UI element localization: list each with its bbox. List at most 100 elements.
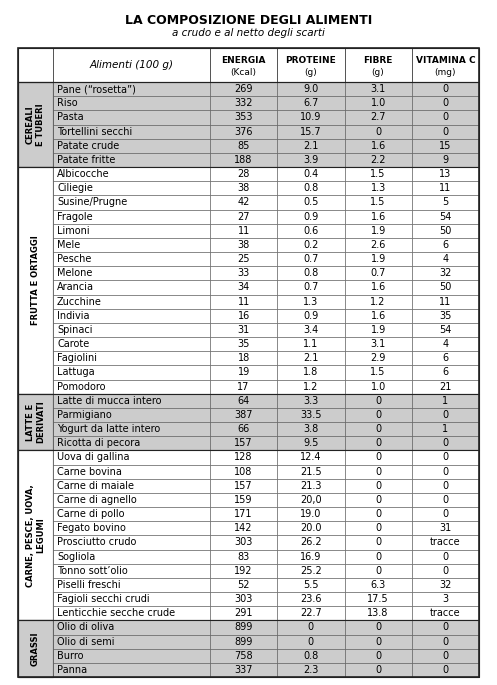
Bar (210, 394, 277, 408)
Text: 1.3: 1.3 (370, 184, 386, 193)
Text: 18: 18 (238, 353, 250, 363)
Text: 1.6: 1.6 (370, 282, 386, 292)
Text: 22.7: 22.7 (300, 608, 322, 619)
Text: 899: 899 (235, 623, 253, 632)
Text: 12.4: 12.4 (300, 452, 322, 462)
Text: a crudo e al netto degli scarti: a crudo e al netto degli scarti (172, 28, 325, 38)
Text: 899: 899 (235, 636, 253, 647)
Text: Panna: Panna (57, 665, 87, 675)
Text: 188: 188 (235, 155, 253, 165)
Text: Limoni: Limoni (57, 226, 89, 236)
Bar (53, 82, 210, 96)
Bar (412, 450, 479, 464)
Bar (277, 210, 344, 224)
Bar (344, 649, 412, 663)
Bar (344, 138, 412, 153)
Text: 0: 0 (375, 495, 381, 505)
Text: 50: 50 (439, 282, 452, 292)
Text: 0: 0 (442, 495, 448, 505)
Text: 0: 0 (375, 623, 381, 632)
Bar (412, 181, 479, 195)
Text: 3.1: 3.1 (370, 339, 386, 349)
Text: 1: 1 (442, 424, 448, 434)
Bar (412, 408, 479, 422)
Bar (277, 96, 344, 110)
Bar (277, 138, 344, 153)
Bar (210, 309, 277, 323)
Text: tracce: tracce (430, 608, 461, 619)
Bar (210, 48, 277, 82)
Text: 0: 0 (442, 84, 448, 94)
Bar (412, 323, 479, 337)
Text: PROTEINE: PROTEINE (285, 55, 336, 64)
Bar (210, 408, 277, 422)
Bar (344, 82, 412, 96)
Bar (53, 181, 210, 195)
Text: 15: 15 (439, 140, 452, 151)
Bar (277, 408, 344, 422)
Text: Pomodoro: Pomodoro (57, 382, 105, 392)
Text: 0: 0 (375, 665, 381, 675)
Text: 269: 269 (235, 84, 253, 94)
Bar (210, 110, 277, 125)
Bar (412, 153, 479, 167)
Bar (412, 210, 479, 224)
Bar (344, 167, 412, 181)
Text: Lattuga: Lattuga (57, 367, 94, 377)
Bar (53, 464, 210, 479)
Bar (277, 606, 344, 621)
Text: 0.9: 0.9 (303, 311, 319, 321)
Bar (277, 394, 344, 408)
Bar (412, 309, 479, 323)
Bar (412, 536, 479, 549)
Text: Riso: Riso (57, 98, 78, 108)
Text: Fagiolini: Fagiolini (57, 353, 97, 363)
Bar (277, 48, 344, 82)
Bar (53, 167, 210, 181)
Text: 128: 128 (235, 452, 253, 462)
Text: 1.8: 1.8 (303, 367, 319, 377)
Bar (210, 167, 277, 181)
Text: 0: 0 (375, 523, 381, 533)
Bar (53, 96, 210, 110)
Text: 1.9: 1.9 (370, 226, 386, 236)
Text: 15.7: 15.7 (300, 127, 322, 136)
Bar (277, 436, 344, 450)
Text: (Kcal): (Kcal) (231, 68, 256, 77)
Text: Melone: Melone (57, 269, 92, 278)
Text: 0: 0 (442, 466, 448, 477)
Text: 10.9: 10.9 (300, 112, 322, 123)
Text: 32: 32 (439, 580, 452, 590)
Text: CEREALI
E TUBERI: CEREALI E TUBERI (26, 103, 45, 146)
Bar (210, 621, 277, 634)
Bar (210, 379, 277, 394)
Text: CARNE, PESCE, UOVA,
LEGUMI: CARNE, PESCE, UOVA, LEGUMI (26, 484, 45, 587)
Bar (344, 422, 412, 436)
Text: LATTE E
DERIVATI: LATTE E DERIVATI (26, 401, 45, 443)
Text: Ciliegie: Ciliegie (57, 184, 93, 193)
Bar (344, 450, 412, 464)
Bar (344, 634, 412, 649)
Bar (53, 436, 210, 450)
Text: Susine/Prugne: Susine/Prugne (57, 197, 127, 208)
Bar (277, 521, 344, 536)
Text: 16.9: 16.9 (300, 551, 322, 562)
Text: Latte di mucca intero: Latte di mucca intero (57, 396, 162, 406)
Bar (53, 224, 210, 238)
Bar (344, 238, 412, 252)
Bar (412, 266, 479, 280)
Bar (412, 464, 479, 479)
Text: 0: 0 (442, 98, 448, 108)
Text: 2.9: 2.9 (370, 353, 386, 363)
Bar (210, 507, 277, 521)
Bar (53, 606, 210, 621)
Text: 192: 192 (235, 566, 253, 576)
Text: 4: 4 (442, 339, 448, 349)
Bar (277, 252, 344, 266)
Text: Tonno sott’olio: Tonno sott’olio (57, 566, 128, 576)
Bar (18, 167, 53, 394)
Bar (53, 621, 210, 634)
Text: 3: 3 (442, 594, 448, 604)
Bar (53, 536, 210, 549)
Text: Uova di gallina: Uova di gallina (57, 452, 130, 462)
